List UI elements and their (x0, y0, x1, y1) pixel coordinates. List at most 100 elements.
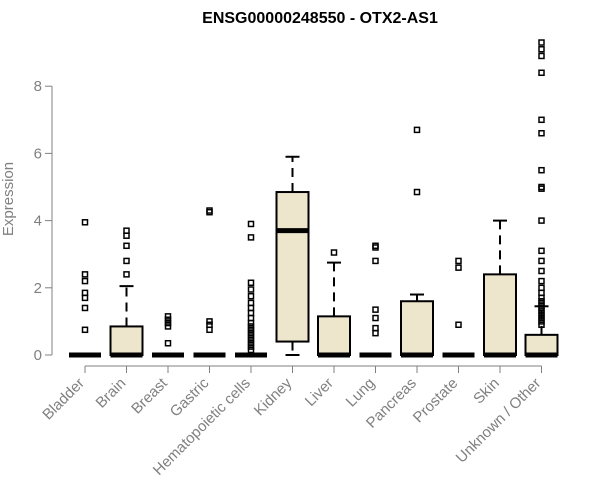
outlier-point (455, 257, 462, 265)
outlier-point (247, 279, 255, 287)
outlier-point (81, 219, 89, 226)
outlier-point (164, 339, 172, 347)
outlier-point (81, 326, 89, 334)
box-group (359, 242, 392, 358)
y-tick-label: 6 (34, 145, 42, 162)
outlier-point (372, 257, 379, 265)
outlier-point (81, 294, 89, 302)
outlier-point (538, 289, 545, 297)
outlier-point (372, 329, 379, 337)
outlier-point (247, 346, 255, 354)
outlier-point (123, 242, 130, 250)
x-tick-label: Skin (470, 375, 503, 408)
x-tick-label: Breast (128, 374, 171, 417)
outlier-point (247, 339, 255, 347)
outlier-point (247, 304, 255, 312)
box-body (400, 300, 434, 356)
outlier-point (413, 188, 421, 196)
outlier-point (247, 299, 255, 307)
outlier-point (81, 277, 89, 285)
outlier-point (123, 227, 130, 234)
outlier-point (123, 257, 130, 265)
outlier-point (538, 52, 545, 60)
outlier-point (538, 297, 545, 305)
outlier-point (206, 321, 213, 329)
box-body (275, 191, 310, 343)
boxes-layer (69, 39, 559, 358)
outlier-point (247, 220, 255, 228)
y-tick-label: 2 (34, 280, 42, 297)
outlier-point (164, 323, 172, 330)
outlier-point (538, 277, 545, 285)
outlier-point (455, 264, 462, 271)
x-tick-label: Lung (343, 375, 379, 411)
outlier-point (206, 208, 213, 216)
outlier-point (372, 314, 379, 322)
outlier-point (206, 318, 213, 325)
chart-title: ENSG00000248550 - OTX2-AS1 (202, 10, 438, 27)
outlier-point (538, 257, 545, 265)
box-group (69, 219, 101, 358)
outlier-point (372, 306, 379, 313)
outlier-point (538, 166, 545, 174)
outlier-point (538, 217, 545, 224)
outlier-point (413, 126, 421, 134)
outlier-point (164, 319, 172, 327)
y-tick-label: 0 (34, 347, 42, 364)
outlier-point (372, 244, 379, 251)
x-tick-label: Brain (93, 375, 130, 412)
outlier-point (247, 292, 255, 300)
box-body (524, 333, 559, 356)
outlier-point (247, 309, 255, 317)
x-tick-label: Bladder (39, 375, 88, 424)
outlier-point (81, 304, 89, 312)
outlier-point (538, 308, 545, 315)
outlier-point (247, 323, 255, 330)
box-group (235, 220, 267, 358)
outlier-point (538, 284, 545, 292)
box-group (152, 313, 184, 358)
outlier-point (538, 39, 545, 46)
x-tick-label: Prostate (410, 375, 462, 427)
outlier-point (538, 247, 545, 255)
box-group (400, 126, 434, 358)
outlier-point (538, 69, 545, 77)
outlier-point (372, 324, 379, 332)
outlier-point (538, 318, 545, 325)
box-group (193, 207, 226, 358)
outlier-point (247, 333, 255, 340)
outlier-point (538, 129, 545, 137)
outlier-point (123, 271, 130, 278)
outlier-point (538, 185, 545, 192)
outlier-point (538, 294, 545, 302)
x-tick-label: Liver (302, 375, 337, 410)
box-body (109, 325, 144, 357)
outlier-point (538, 267, 545, 275)
y-axis: 0 2 4 6 8 (34, 78, 53, 364)
outlier-point (538, 301, 545, 308)
outlier-point (247, 314, 255, 322)
box-group (524, 39, 559, 358)
outlier-point (538, 116, 545, 124)
outlier-point (538, 321, 545, 329)
y-tick-label: 8 (34, 78, 42, 95)
box-group (317, 249, 351, 358)
outlier-point (538, 311, 545, 318)
box-group (442, 257, 475, 358)
outlier-point (455, 321, 462, 329)
outlier-point (538, 45, 545, 53)
outlier-point (538, 314, 545, 322)
y-tick-label: 4 (34, 213, 42, 230)
outlier-point (247, 286, 255, 293)
box-body (483, 273, 517, 356)
x-tick-label: Kidney (251, 374, 296, 419)
box-group (483, 219, 517, 358)
box-group (275, 155, 310, 356)
outlier-point (81, 271, 89, 278)
outlier-point (247, 329, 255, 337)
outlier-point (206, 326, 213, 334)
outlier-point (247, 234, 255, 241)
y-axis-label: Expression (0, 162, 17, 236)
